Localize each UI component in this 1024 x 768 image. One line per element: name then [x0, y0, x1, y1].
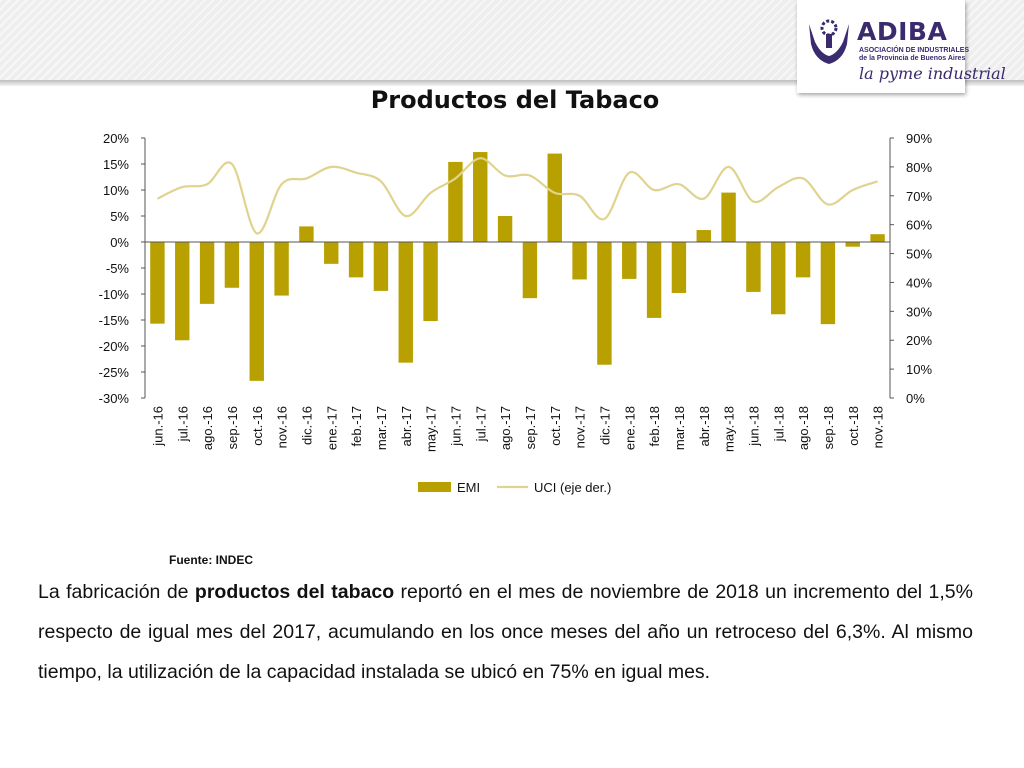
paragraph-highlight: productos del tabaco: [194, 581, 395, 603]
brand-name: ADIBA: [857, 17, 948, 46]
category-label: nov.-18: [871, 406, 886, 448]
right-tick-label: 40%: [906, 275, 932, 290]
emi-bar: [199, 242, 215, 304]
emi-bar: [522, 242, 538, 299]
paragraph-intro: La fabricación de: [38, 581, 195, 603]
category-label: sep.-17: [523, 406, 538, 449]
left-tick-label: -25%: [99, 365, 130, 380]
category-label: jun.-16: [150, 406, 165, 447]
right-tick-label: 10%: [906, 362, 932, 377]
category-label: jun.-18: [746, 406, 761, 447]
brand-line-2: de la Provincia de Buenos Aires: [859, 55, 966, 62]
emi-bar: [845, 242, 860, 247]
emi-bar: [597, 242, 612, 365]
category-label: feb.-18: [647, 406, 662, 446]
summary-paragraph: La fabricación de productos del tabaco r…: [38, 572, 973, 692]
emi-bar: [771, 242, 786, 315]
category-label: feb.-17: [349, 406, 364, 446]
left-tick-label: 20%: [103, 131, 129, 146]
right-tick-label: 50%: [906, 247, 932, 262]
emi-bar: [423, 242, 438, 322]
right-tick-label: 20%: [906, 333, 932, 348]
left-tick-label: -10%: [99, 287, 130, 302]
emi-bar: [324, 242, 339, 264]
combo-chart: -30% -25% -20% -15% -10% -5% 0% 5% 10% 15% 20% 0% 10…: [99, 131, 933, 495]
emi-bar: [274, 242, 289, 296]
left-tick-label: 10%: [103, 183, 129, 198]
category-label: may.-17: [424, 406, 439, 452]
right-tick-label: 70%: [906, 189, 932, 204]
emi-bar: [398, 242, 413, 363]
legend-emi-label: EMI: [457, 480, 480, 495]
category-label: dic.-16: [299, 406, 314, 445]
category-label: jul.-16: [175, 406, 190, 442]
category-label: ago.-18: [796, 406, 811, 450]
left-tick-label: 0%: [110, 235, 129, 250]
emi-bar: [547, 153, 562, 242]
emi-bar: [175, 242, 190, 341]
left-tick-label: -15%: [99, 313, 130, 328]
emi-bar: [622, 242, 637, 279]
category-label: oct.-18: [846, 406, 861, 446]
emi-bar: [497, 216, 513, 242]
brand-tagline: la pyme industrial: [859, 64, 1006, 83]
category-label: abr.-18: [697, 406, 712, 446]
legend-uci-label: UCI (eje der.): [534, 480, 611, 495]
emi-bar: [696, 230, 711, 242]
category-label: mar.-18: [672, 406, 687, 450]
category-label: oct.-16: [250, 406, 265, 446]
left-tick-label: -20%: [99, 339, 130, 354]
uci-line: [156, 157, 878, 235]
category-label: ago.-16: [200, 406, 215, 450]
right-tick-label: 60%: [906, 218, 932, 233]
category-label: oct.-17: [548, 406, 563, 446]
category-label: jul.-18: [771, 406, 786, 442]
emi-bar: [224, 242, 240, 288]
left-tick-label: -5%: [106, 261, 130, 276]
emi-bar: [373, 242, 389, 291]
header-rule: [0, 80, 1024, 86]
chart-title: Productos del Tabaco: [370, 86, 660, 114]
left-tick-label: 5%: [110, 209, 129, 224]
right-tick-label: 30%: [906, 304, 932, 319]
emi-bar: [299, 226, 314, 242]
emi-bar: [150, 242, 165, 324]
brand-logo: ADIBA ASOCIACIÓN DE INDUSTRIALES de la P…: [797, 0, 1006, 93]
emi-bar: [249, 242, 264, 381]
category-label: jul.-17: [473, 406, 488, 442]
hands-gear-icon: [809, 19, 849, 64]
category-label: jun.-17: [448, 406, 463, 447]
category-label: nov.-16: [275, 406, 290, 448]
category-label: mar.-17: [374, 406, 389, 450]
emi-bar: [721, 192, 736, 242]
emi-bar: [473, 152, 488, 242]
left-tick-label: 15%: [103, 157, 129, 172]
category-label: ene.-18: [622, 406, 637, 450]
emi-bar: [348, 242, 364, 278]
legend-emi-swatch: [418, 482, 451, 492]
category-label: dic.-17: [597, 406, 612, 445]
category-label: ago.-17: [498, 406, 513, 450]
right-tick-label: 0%: [906, 391, 925, 406]
source-note: Fuente: INDEC: [169, 553, 253, 567]
emi-bar: [795, 242, 811, 278]
category-label: sep.-18: [821, 406, 836, 449]
emi-bar: [572, 242, 587, 280]
left-tick-label: -30%: [99, 391, 130, 406]
emi-bar: [746, 242, 761, 292]
brand-line-1: ASOCIACIÓN DE INDUSTRIALES: [859, 47, 970, 54]
emi-bar: [820, 242, 836, 325]
emi-bar: [870, 234, 885, 242]
right-tick-label: 80%: [906, 160, 932, 175]
category-label: nov.-17: [573, 406, 588, 448]
category-label: ene.-17: [324, 406, 339, 450]
emi-bar: [646, 242, 662, 318]
category-label: may.-18: [722, 406, 737, 452]
category-label: sep.-16: [225, 406, 240, 449]
right-tick-label: 90%: [906, 131, 932, 146]
emi-bar: [671, 242, 687, 293]
category-label: abr.-17: [399, 406, 414, 446]
paragraph-rest: reportó en el mes de noviembre de 2018 u…: [38, 581, 973, 683]
